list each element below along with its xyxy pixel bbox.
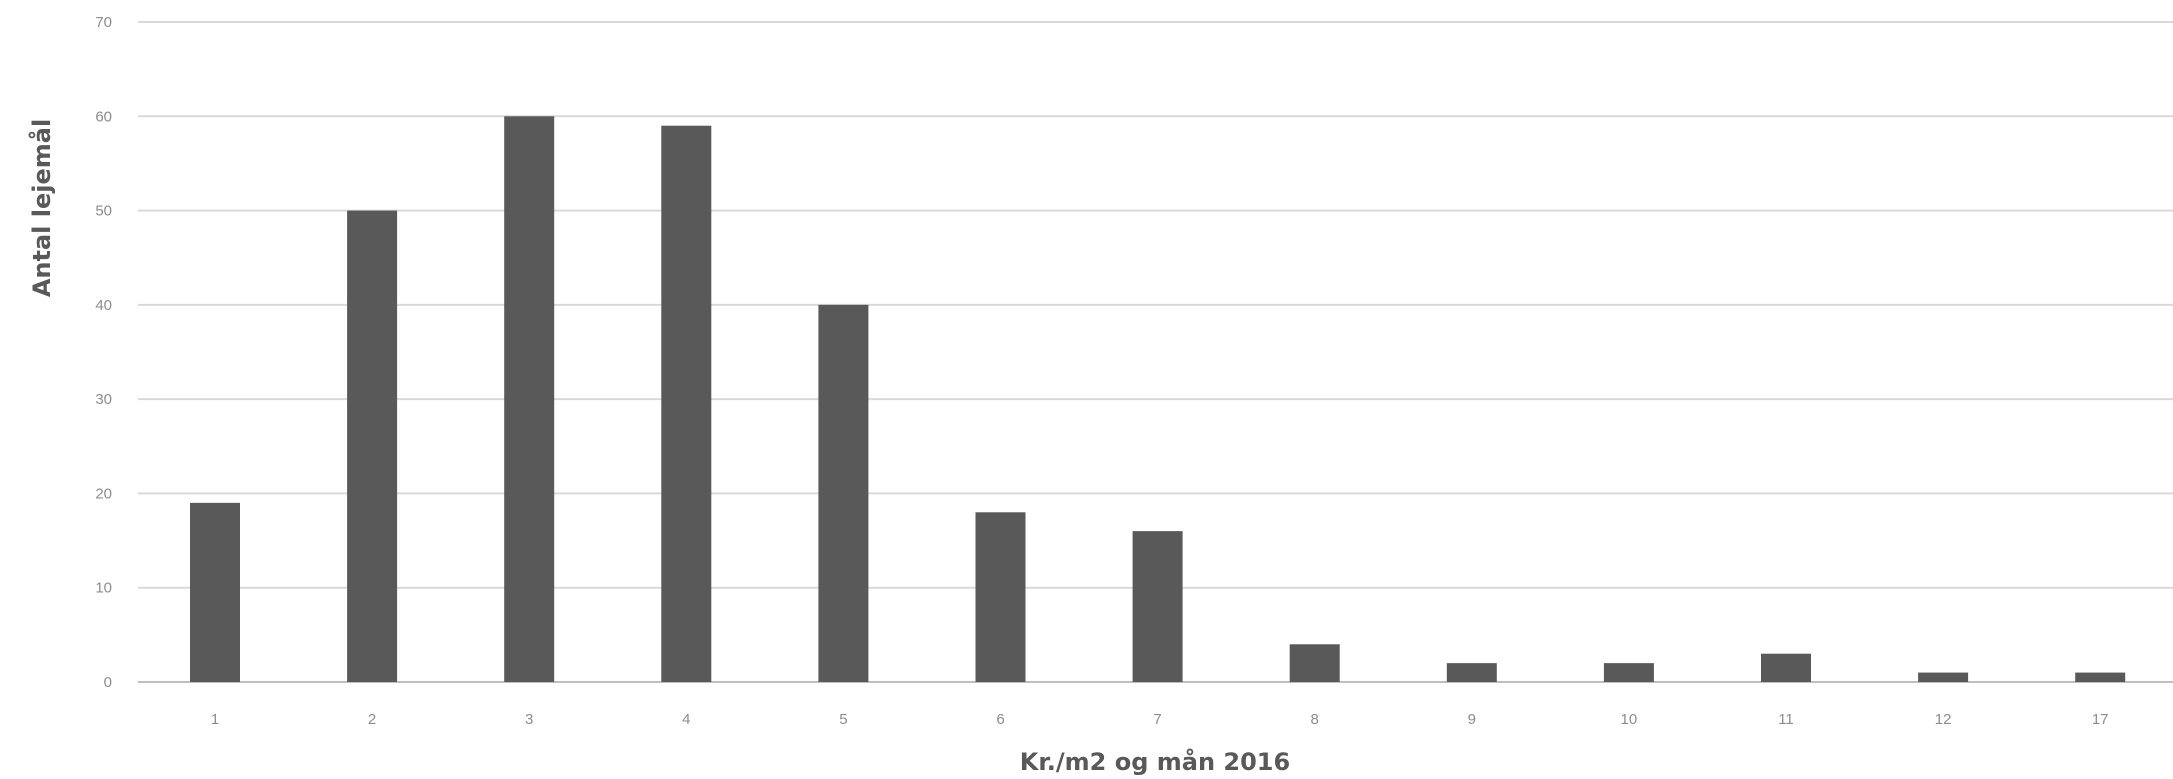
bars	[190, 116, 2126, 683]
bar-11	[1761, 653, 1811, 682]
bar-8	[1289, 644, 1340, 682]
y-tick-label: 40	[95, 297, 112, 314]
x-tick-label: 7	[1153, 711, 1161, 728]
bar-12	[1918, 672, 1969, 682]
bar-17	[2075, 672, 2126, 682]
y-tick-label: 60	[95, 108, 112, 125]
bar-2	[347, 210, 398, 683]
gridlines	[138, 21, 2173, 683]
bar-7	[1132, 531, 1183, 682]
x-tick-label: 1	[211, 711, 219, 728]
x-tick-label: 3	[525, 711, 533, 728]
y-tick-label: 30	[95, 391, 112, 408]
y-tick-label: 10	[95, 580, 112, 597]
x-tick-label: 5	[839, 711, 847, 728]
x-tick-label: 11	[1778, 711, 1794, 728]
bar-3	[504, 116, 555, 683]
y-tick-label: 50	[95, 203, 112, 220]
bar-4	[661, 125, 712, 682]
bar-5	[818, 304, 869, 682]
bar-9	[1446, 663, 1497, 682]
x-tick-label: 12	[1935, 711, 1952, 728]
y-axis-title: Antal lejemål	[27, 119, 56, 297]
x-tick-label: 10	[1621, 711, 1638, 728]
x-tick-label: 9	[1468, 711, 1476, 728]
x-tick-label: 4	[682, 711, 690, 728]
bar-6	[975, 512, 1026, 682]
x-tick-label: 2	[368, 711, 376, 728]
y-tick-label: 0	[104, 674, 112, 691]
bar-10	[1603, 663, 1654, 682]
x-tick-label: 6	[996, 711, 1004, 728]
x-axis-ticks: 1 2 3 4 5 6 7 8 9 10 11 12 17	[211, 711, 2109, 728]
x-axis-title: Kr./m2 og mån 2016	[1020, 747, 1290, 776]
bar-1	[190, 502, 240, 682]
y-axis-ticks: 0 10 20 30 40 50 60 70	[95, 14, 112, 691]
y-tick-label: 70	[95, 14, 112, 31]
x-tick-label: 17	[2092, 711, 2109, 728]
x-tick-label: 8	[1311, 711, 1319, 728]
y-tick-label: 20	[95, 485, 112, 502]
